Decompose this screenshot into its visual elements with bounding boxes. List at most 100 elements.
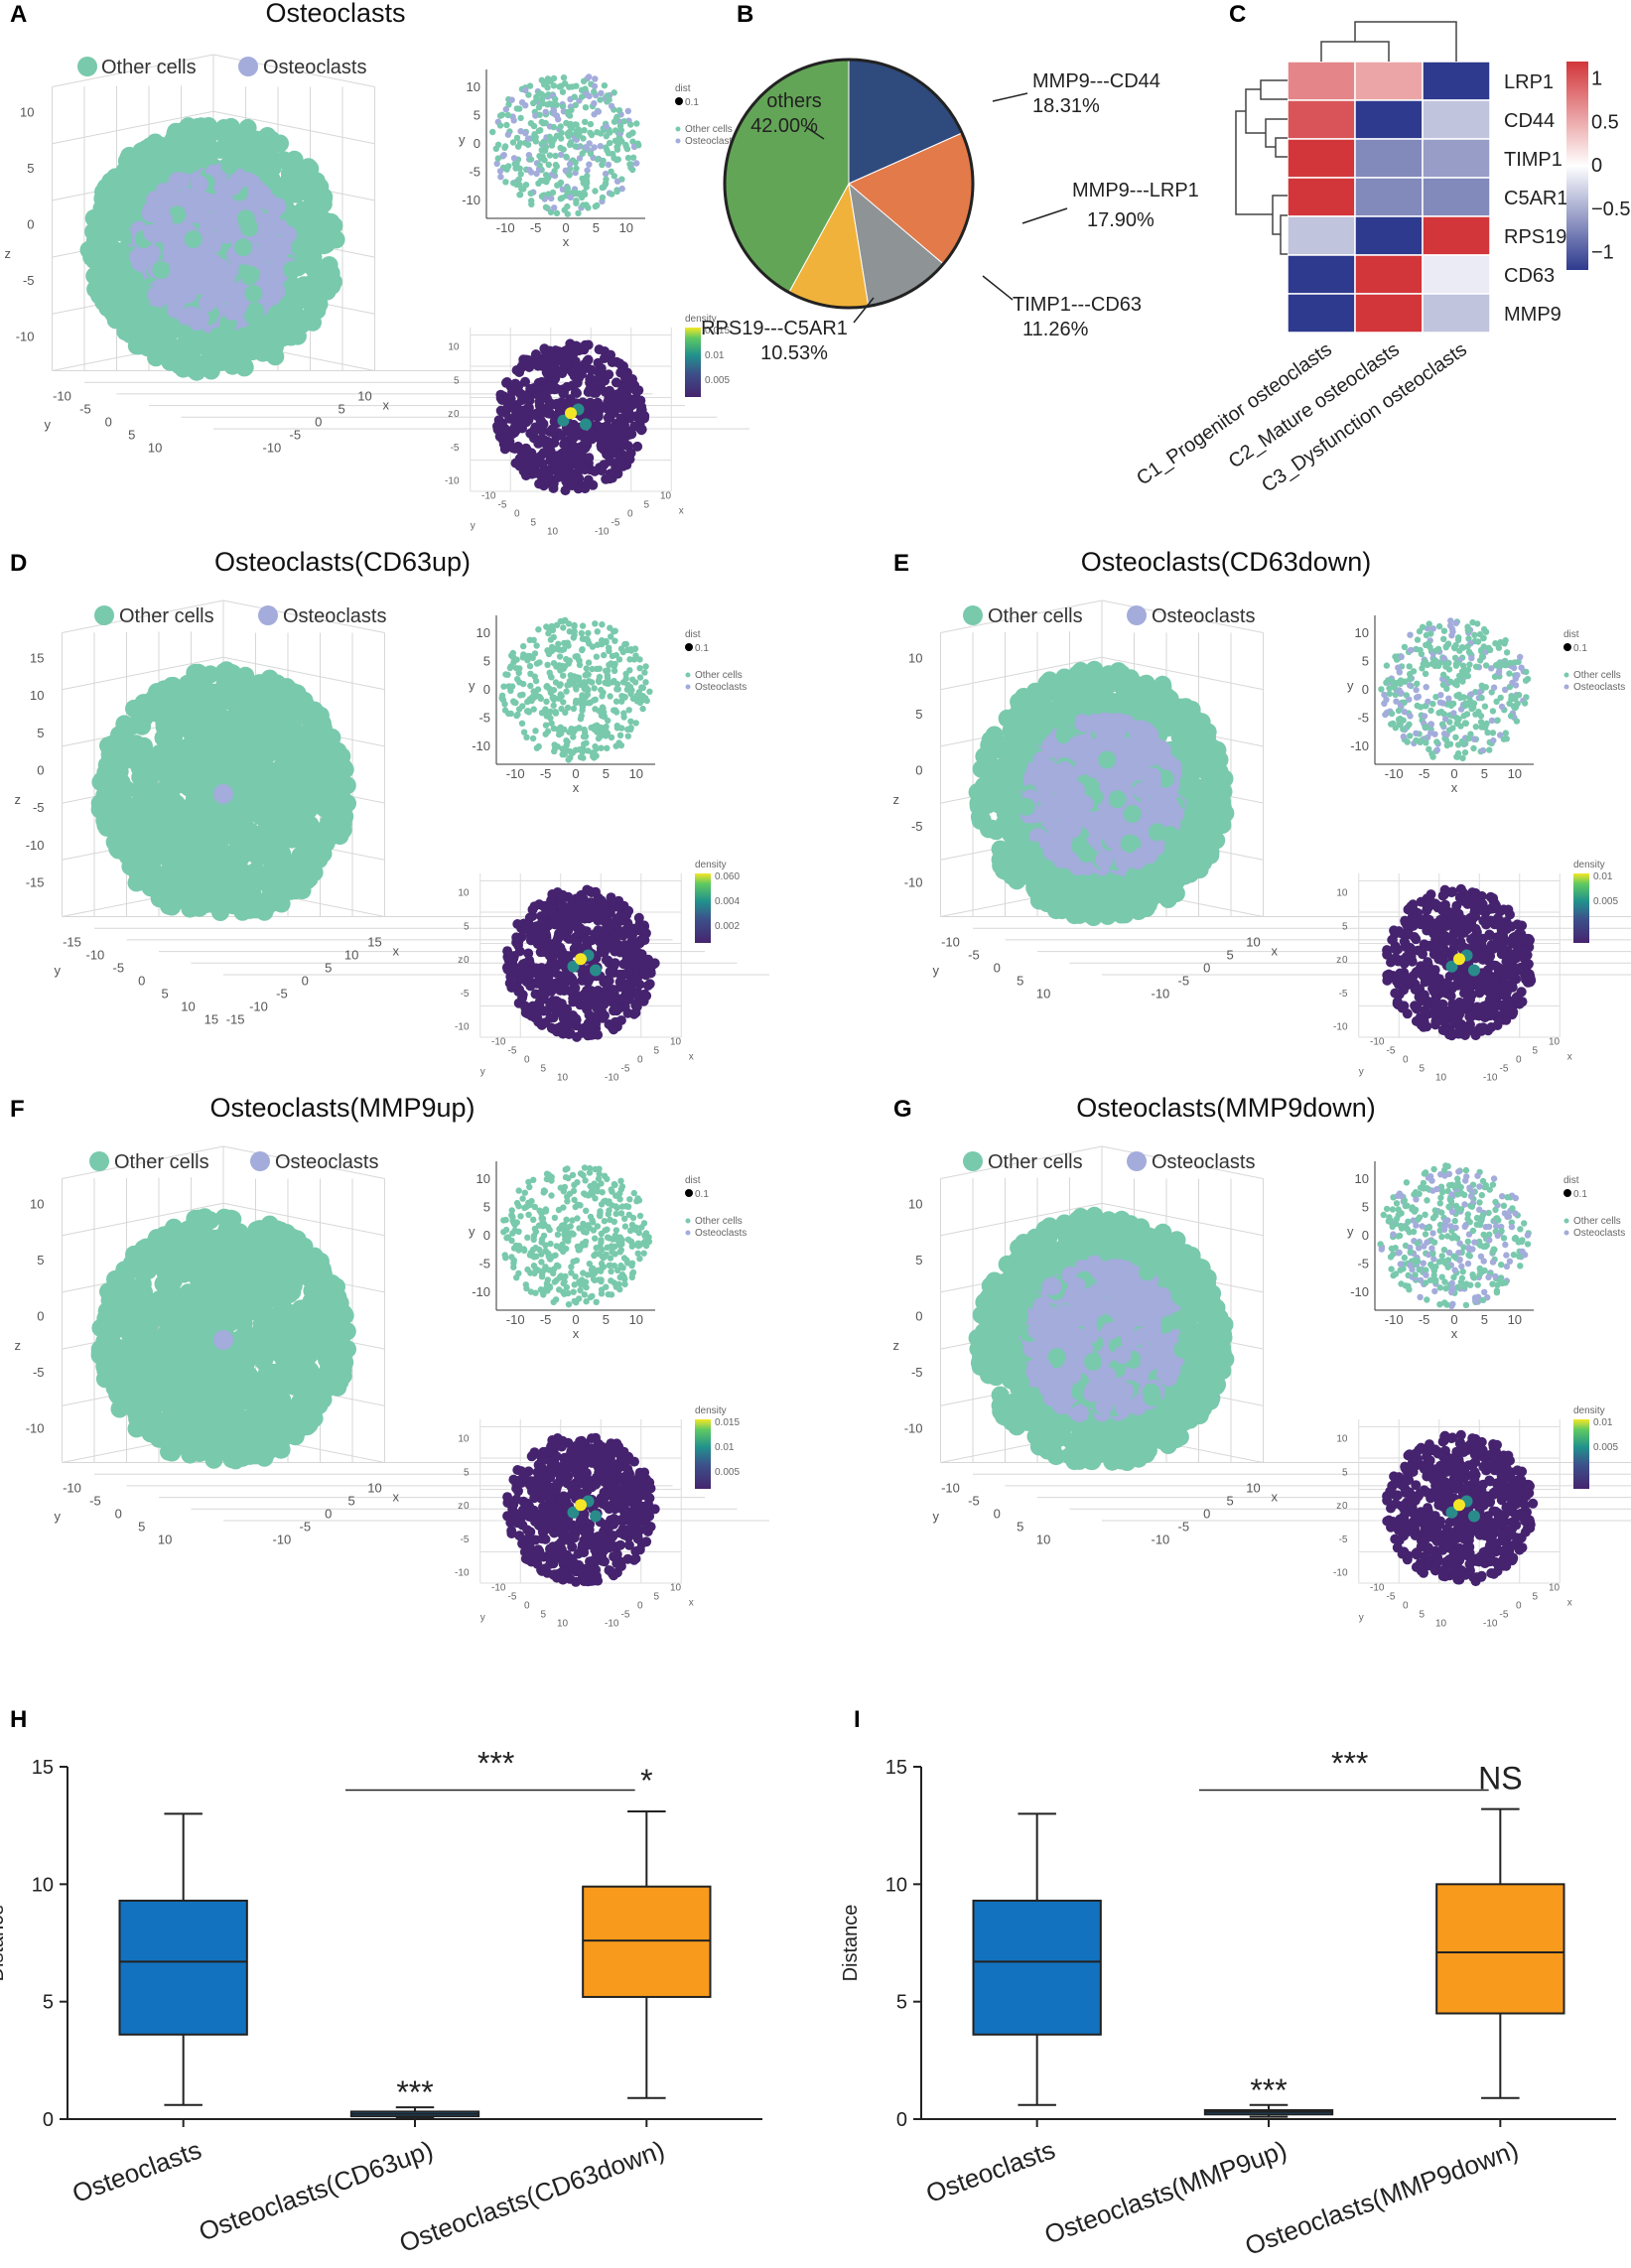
- density-point: [614, 462, 625, 472]
- osteoclast-point: [130, 251, 149, 270]
- cell-point: [247, 862, 265, 880]
- density-x-tick: 0: [627, 509, 633, 520]
- mini-cell-point: [583, 665, 590, 672]
- cell-point: [250, 892, 269, 911]
- density-point: [594, 344, 605, 355]
- cell-point: [200, 730, 218, 748]
- density-hot-point: [575, 953, 587, 966]
- mini-cell-point: [567, 678, 574, 685]
- mini-cell-point: [608, 633, 614, 640]
- mini-cell-point: [517, 692, 524, 699]
- density-point: [548, 1003, 559, 1014]
- mini-cell-point: [624, 726, 631, 734]
- mini-cell-point: [536, 693, 543, 701]
- mini-cell-point: [603, 728, 610, 734]
- mini-cell-point: [568, 106, 575, 114]
- osteoclast-point: [201, 215, 218, 234]
- mini-cell-point: [550, 645, 557, 653]
- density-point: [601, 955, 612, 966]
- mini-cell-point: [578, 696, 585, 704]
- mini-cell-point: [576, 746, 584, 753]
- density-point: [593, 430, 604, 441]
- z-axis-label: z: [5, 246, 12, 261]
- cell-point: [302, 746, 321, 765]
- density-point: [543, 442, 554, 453]
- mini-cell-point: [535, 180, 542, 187]
- mini-cell-point: [520, 186, 527, 193]
- mini-cell-point: [636, 699, 644, 707]
- mini-cell-point: [506, 664, 514, 672]
- cell-point: [246, 302, 265, 321]
- mini-cell-point: [593, 653, 601, 660]
- density-point: [580, 971, 591, 982]
- cell-point: [203, 864, 221, 882]
- density-point: [577, 994, 588, 1004]
- mini-cell-point: [589, 665, 596, 673]
- mini-cell-point: [514, 711, 521, 719]
- mini-osteoclast-point: [597, 143, 604, 150]
- mini-cell-point: [514, 143, 522, 150]
- mini-cell-point: [510, 699, 518, 706]
- mini-osteoclast-point: [591, 111, 598, 118]
- mini-cell-point: [536, 659, 543, 666]
- density-point: [583, 339, 594, 350]
- panel-f-title: Osteoclasts(MMP9up): [209, 1093, 475, 1123]
- mini-legend-size-value: 0.1: [685, 97, 699, 108]
- mini-cell-point: [611, 667, 618, 675]
- mini-y-tick: -5: [469, 165, 480, 180]
- density-point: [570, 387, 581, 398]
- z-tick: 15: [30, 651, 44, 666]
- mini-cell-point: [520, 651, 527, 658]
- cell-point: [227, 707, 246, 726]
- mini-cell-point: [528, 198, 535, 204]
- x-axis-label: x: [1272, 944, 1279, 959]
- mini-cell-point: [573, 165, 580, 172]
- y-tick: -5: [79, 402, 91, 417]
- mini-cell-point: [539, 100, 547, 107]
- mini-cell-point: [509, 651, 516, 658]
- cell-point: [184, 230, 203, 248]
- mini-cell-point: [586, 640, 593, 647]
- mini-x-tick: 10: [619, 220, 633, 235]
- mini-cell-point: [548, 674, 555, 681]
- cell-point: [182, 136, 201, 155]
- cell-point: [318, 770, 337, 789]
- mini-cell-point: [530, 706, 537, 713]
- mini-cell-point: [582, 118, 589, 126]
- mini-cell-point: [526, 82, 534, 89]
- density-mid-point: [590, 964, 602, 977]
- mini-cell-point: [544, 661, 551, 668]
- mini-cell-point: [591, 754, 598, 761]
- mini-osteoclast-point: [605, 161, 612, 169]
- mini-cell-point: [568, 139, 575, 146]
- density-point: [548, 1023, 559, 1034]
- mini-osteoclast-point: [613, 178, 621, 185]
- mini-cell-point: [564, 210, 571, 217]
- mini-cell-point: [529, 694, 536, 701]
- mini-cell-point: [515, 176, 522, 183]
- osteoclast-point: [154, 210, 173, 229]
- mini-cell-point: [591, 88, 598, 95]
- mini-cell-point: [642, 663, 649, 670]
- cell-point: [250, 738, 269, 757]
- density-point: [569, 904, 580, 915]
- mini-cell-point: [560, 672, 567, 679]
- mini-cell-point: [607, 129, 613, 136]
- density-point: [508, 970, 519, 981]
- mini-cell-point: [553, 621, 561, 628]
- mini-osteoclast-point: [586, 161, 593, 168]
- mini-cell-point: [564, 202, 571, 210]
- y-axis-label: y: [45, 417, 52, 432]
- cell-point: [166, 794, 185, 812]
- mini-cell-point: [613, 146, 621, 153]
- cell-point: [163, 897, 182, 916]
- mini-cell-point: [603, 144, 610, 151]
- mini-cell-point: [540, 120, 547, 127]
- osteoclast-point: [143, 223, 162, 242]
- density-point: [510, 378, 521, 389]
- mini-cell-point: [561, 663, 569, 670]
- density-y-tick: -5: [508, 1046, 517, 1057]
- density-point: [511, 425, 521, 436]
- mini-cell-point: [608, 660, 614, 667]
- density-point: [640, 970, 651, 981]
